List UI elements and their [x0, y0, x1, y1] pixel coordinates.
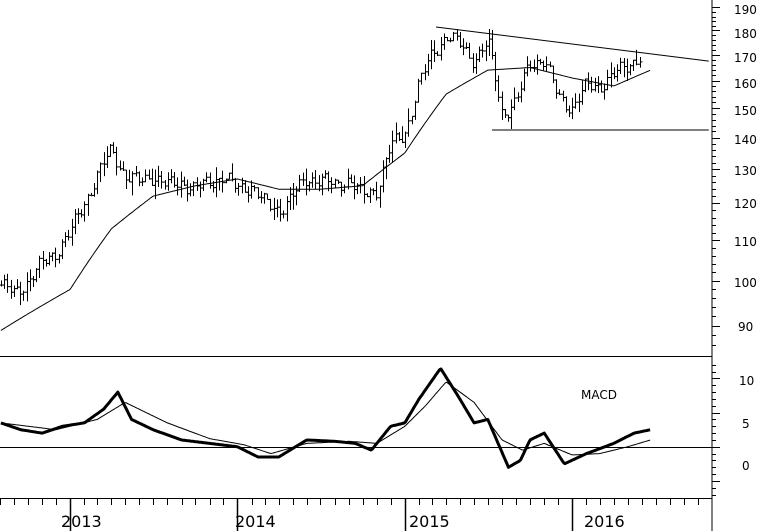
macd-signal-line: [0, 381, 651, 456]
macd-tick-label: 5: [742, 417, 750, 431]
price-tick-label: 90: [738, 320, 753, 334]
price-tick-label: 180: [734, 27, 757, 41]
price-panel: [0, 7, 720, 346]
price-tick-label: 140: [734, 133, 757, 147]
price-tick-label: 120: [734, 197, 757, 211]
time-axis: [0, 0, 713, 531]
macd-panel: [0, 365, 720, 496]
price-tick-label: 130: [734, 164, 757, 178]
price-tick-label: 100: [734, 276, 757, 290]
year-label: 2014: [235, 512, 276, 531]
year-label: 2016: [584, 512, 625, 531]
macd-tick-label: 10: [739, 374, 754, 388]
year-label: 2015: [409, 512, 450, 531]
moving-average-line: [0, 67, 651, 331]
price-tick-label: 160: [734, 77, 757, 91]
macd-line: [0, 367, 651, 469]
price-tick-label: 150: [734, 104, 757, 118]
year-label: 2013: [61, 512, 102, 531]
price-tick-label: 170: [734, 51, 757, 65]
macd-label: MACD: [581, 388, 617, 402]
macd-tick-label: 0: [742, 459, 750, 473]
price-tick-label: 190: [734, 3, 757, 17]
resistance-trendline: [435, 26, 709, 62]
price-tick-label: 110: [734, 235, 757, 249]
static-labels: 190 180 170 160 150 140 130 120 110 100 …: [61, 3, 757, 531]
